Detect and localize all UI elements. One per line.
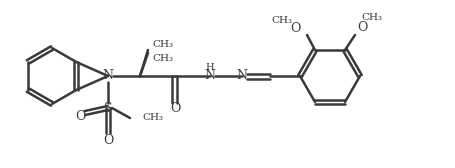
Text: O: O	[289, 22, 299, 34]
Text: O: O	[169, 102, 180, 116]
Text: O: O	[356, 20, 366, 34]
Text: O: O	[102, 134, 113, 146]
Text: CH₃: CH₃	[142, 114, 162, 122]
Text: CH₃: CH₃	[361, 13, 382, 22]
Text: O: O	[75, 111, 85, 123]
Text: N: N	[204, 70, 215, 82]
Text: N: N	[236, 70, 247, 82]
Text: N: N	[102, 70, 113, 82]
Text: S: S	[104, 101, 112, 115]
Text: CH₃: CH₃	[152, 40, 172, 50]
Text: H: H	[205, 64, 214, 73]
Text: CH₃: CH₃	[152, 54, 172, 64]
Text: CH₃: CH₃	[271, 15, 292, 25]
